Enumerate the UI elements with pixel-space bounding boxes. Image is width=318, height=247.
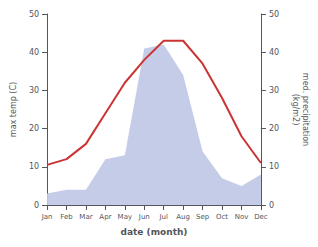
svg-text:Apr: Apr [99,213,111,221]
svg-text:May: May [118,213,132,221]
svg-text:date (month): date (month) [121,227,188,237]
svg-text:40: 40 [29,48,39,57]
svg-text:50: 50 [29,10,39,19]
svg-text:30: 30 [269,86,279,95]
svg-text:40: 40 [269,48,279,57]
svg-text:20: 20 [269,124,279,133]
svg-text:20: 20 [29,124,39,133]
svg-text:Jun: Jun [138,213,150,221]
svg-text:Aug: Aug [176,213,190,221]
svg-text:50: 50 [269,10,279,19]
svg-text:Feb: Feb [60,213,73,221]
svg-text:0: 0 [34,201,39,210]
svg-text:0: 0 [269,201,274,210]
svg-text:Jan: Jan [41,213,53,221]
svg-text:10: 10 [29,162,39,171]
svg-text:med. precipitation: med. precipitation [301,73,310,146]
svg-text:max temp (C): max temp (C) [9,82,18,137]
svg-text:Sep: Sep [196,213,210,221]
svg-text:10: 10 [269,162,279,171]
svg-text:Mar: Mar [79,213,92,221]
svg-text:Nov: Nov [235,213,249,221]
svg-text:30: 30 [29,86,39,95]
svg-text:Oct: Oct [216,213,228,221]
svg-text:Dec: Dec [254,213,268,221]
svg-text:Jul: Jul [158,213,168,221]
svg-text:(kg/m2): (kg/m2) [291,94,300,126]
